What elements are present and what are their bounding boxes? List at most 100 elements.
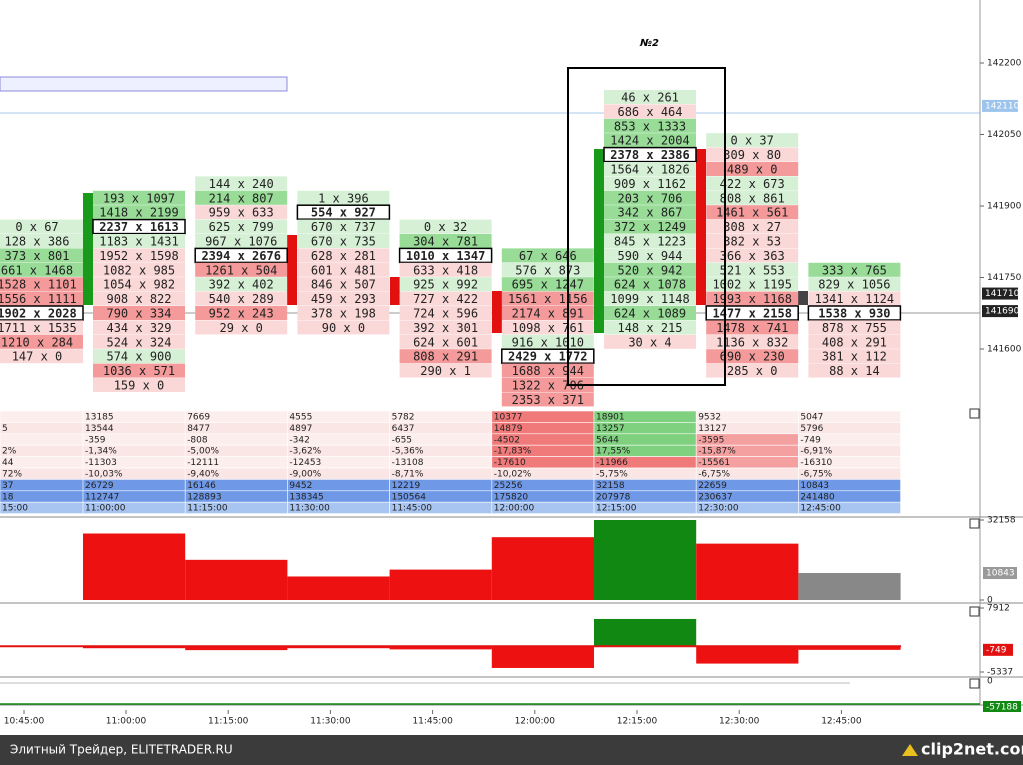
side-bars [83,149,808,333]
cell-text: 624 x 601 [413,335,478,349]
volume-panel: 0 32158 10843 [83,516,1017,606]
last-label: -749 [986,645,1007,655]
cell-text: 1478 x 741 [716,321,788,335]
cell-bg [0,277,83,292]
cell-bg [604,334,696,349]
cell-bg [0,349,83,364]
cell-bg [604,176,696,191]
cell-bg [808,291,901,306]
cell-text: 1461 x 561 [716,206,788,220]
cell-text: 381 x 112 [822,350,887,364]
table-text: -655 [392,435,412,445]
time-label: 12:45:00 [821,717,862,727]
cell-text: 1136 x 832 [716,335,788,349]
cell-text: 1210 x 284 [1,335,73,349]
close-icon[interactable] [969,518,980,529]
cell-text: 148 x 215 [617,321,682,335]
time-label: 11:15:00 [208,717,249,727]
close-icon[interactable] [969,678,980,689]
cell-text: 193 x 1097 [103,191,175,205]
price-marker [982,287,1018,300]
table-text: 11:30:00 [289,504,330,514]
time-axis: 10:45:00 11:00:00 11:15:00 11:30:00 11:45:00… [4,710,862,727]
table-cell [0,433,84,446]
cell-bg [706,349,799,364]
cell-bg [808,334,901,349]
cell-text: 489 x 0 [727,163,778,177]
table-cell [798,501,901,514]
time-label: 12:30:00 [719,717,760,727]
cell-text: 459 x 293 [311,292,376,306]
cell-text: 790 x 334 [106,307,171,321]
table-text: 2% [2,447,17,457]
cell-bg [706,234,799,248]
table-text: 5796 [800,424,823,434]
cell-text: 574 x 900 [106,350,171,364]
cell-text: 392 x 301 [413,321,478,335]
time-label: 11:00:00 [106,717,147,727]
table-text: -9,00% [289,470,321,480]
table-text: 230637 [698,492,732,502]
cell-text: 0 x 32 [424,220,467,234]
cell-bg [297,277,390,292]
table-text: -5,36% [392,447,424,457]
table-text: -6,91% [800,447,832,457]
table-text: 12:00:00 [494,504,535,514]
cell-text: 366 x 363 [720,249,785,263]
cell-text: 829 x 1056 [818,278,890,292]
time-label: 10:45:00 [4,717,45,727]
cell-bg [399,363,492,378]
tick-label: 142200 [987,59,1022,69]
cell-bg [501,291,594,306]
table-text: -5,75% [596,470,628,480]
cell-bg [399,306,492,320]
cell-text: 382 x 53 [723,235,781,249]
table-text: 14879 [494,424,523,434]
price-marker-label: 142110 [985,101,1020,111]
close-icon[interactable] [969,408,980,419]
cell-text: 90 x 0 [322,321,365,335]
cell-text: 628 x 281 [311,249,376,263]
cell-text: 2174 x 891 [512,307,584,321]
cell-text: 1341 x 1124 [815,292,894,306]
cell-text: 1538 x 930 [818,307,890,321]
cell-bg [93,248,185,263]
table-text: -3,62% [289,447,321,457]
cell-text: 0 x 67 [15,220,58,234]
side-bar [696,149,706,305]
cell-bg [195,262,288,277]
time-label: 11:30:00 [310,717,351,727]
table-text: 241480 [800,492,835,502]
tick-label: -5337 [987,668,1013,678]
cell-bg [0,320,83,335]
cell-bg [706,363,799,378]
cell-bg [399,234,492,248]
cell-text: 128 x 386 [4,235,69,249]
cell-text: 30 x 4 [628,335,671,349]
table-text: -10,02% [494,470,532,480]
cell-bg [706,248,799,263]
delta-bar [696,646,799,664]
table-text: 11:45:00 [392,504,433,514]
time-label: 12:00:00 [515,717,556,727]
cell-text: 308 x 27 [723,220,781,234]
tick-label: 7912 [987,604,1010,614]
grid [0,516,1023,706]
price-marker-label: 141710 [985,289,1020,299]
cell-text: 147 x 0 [12,350,63,364]
table-text: -1,34% [85,447,117,457]
table-text: -15561 [698,458,730,468]
table-text: -13108 [392,458,424,468]
cell-text: 601 x 481 [311,263,376,277]
cell-bg [604,90,696,104]
last-label: -57188 [986,703,1018,713]
cell-bg [604,320,696,335]
table-text: -10,03% [85,470,123,480]
table-text: 5644 [596,435,619,445]
tick-label: 0 [987,596,993,606]
cell-text: 878 x 755 [822,321,887,335]
cell-text: 1688 x 944 [512,364,584,378]
close-icon[interactable] [969,606,980,617]
table-text: 12:30:00 [698,504,739,514]
